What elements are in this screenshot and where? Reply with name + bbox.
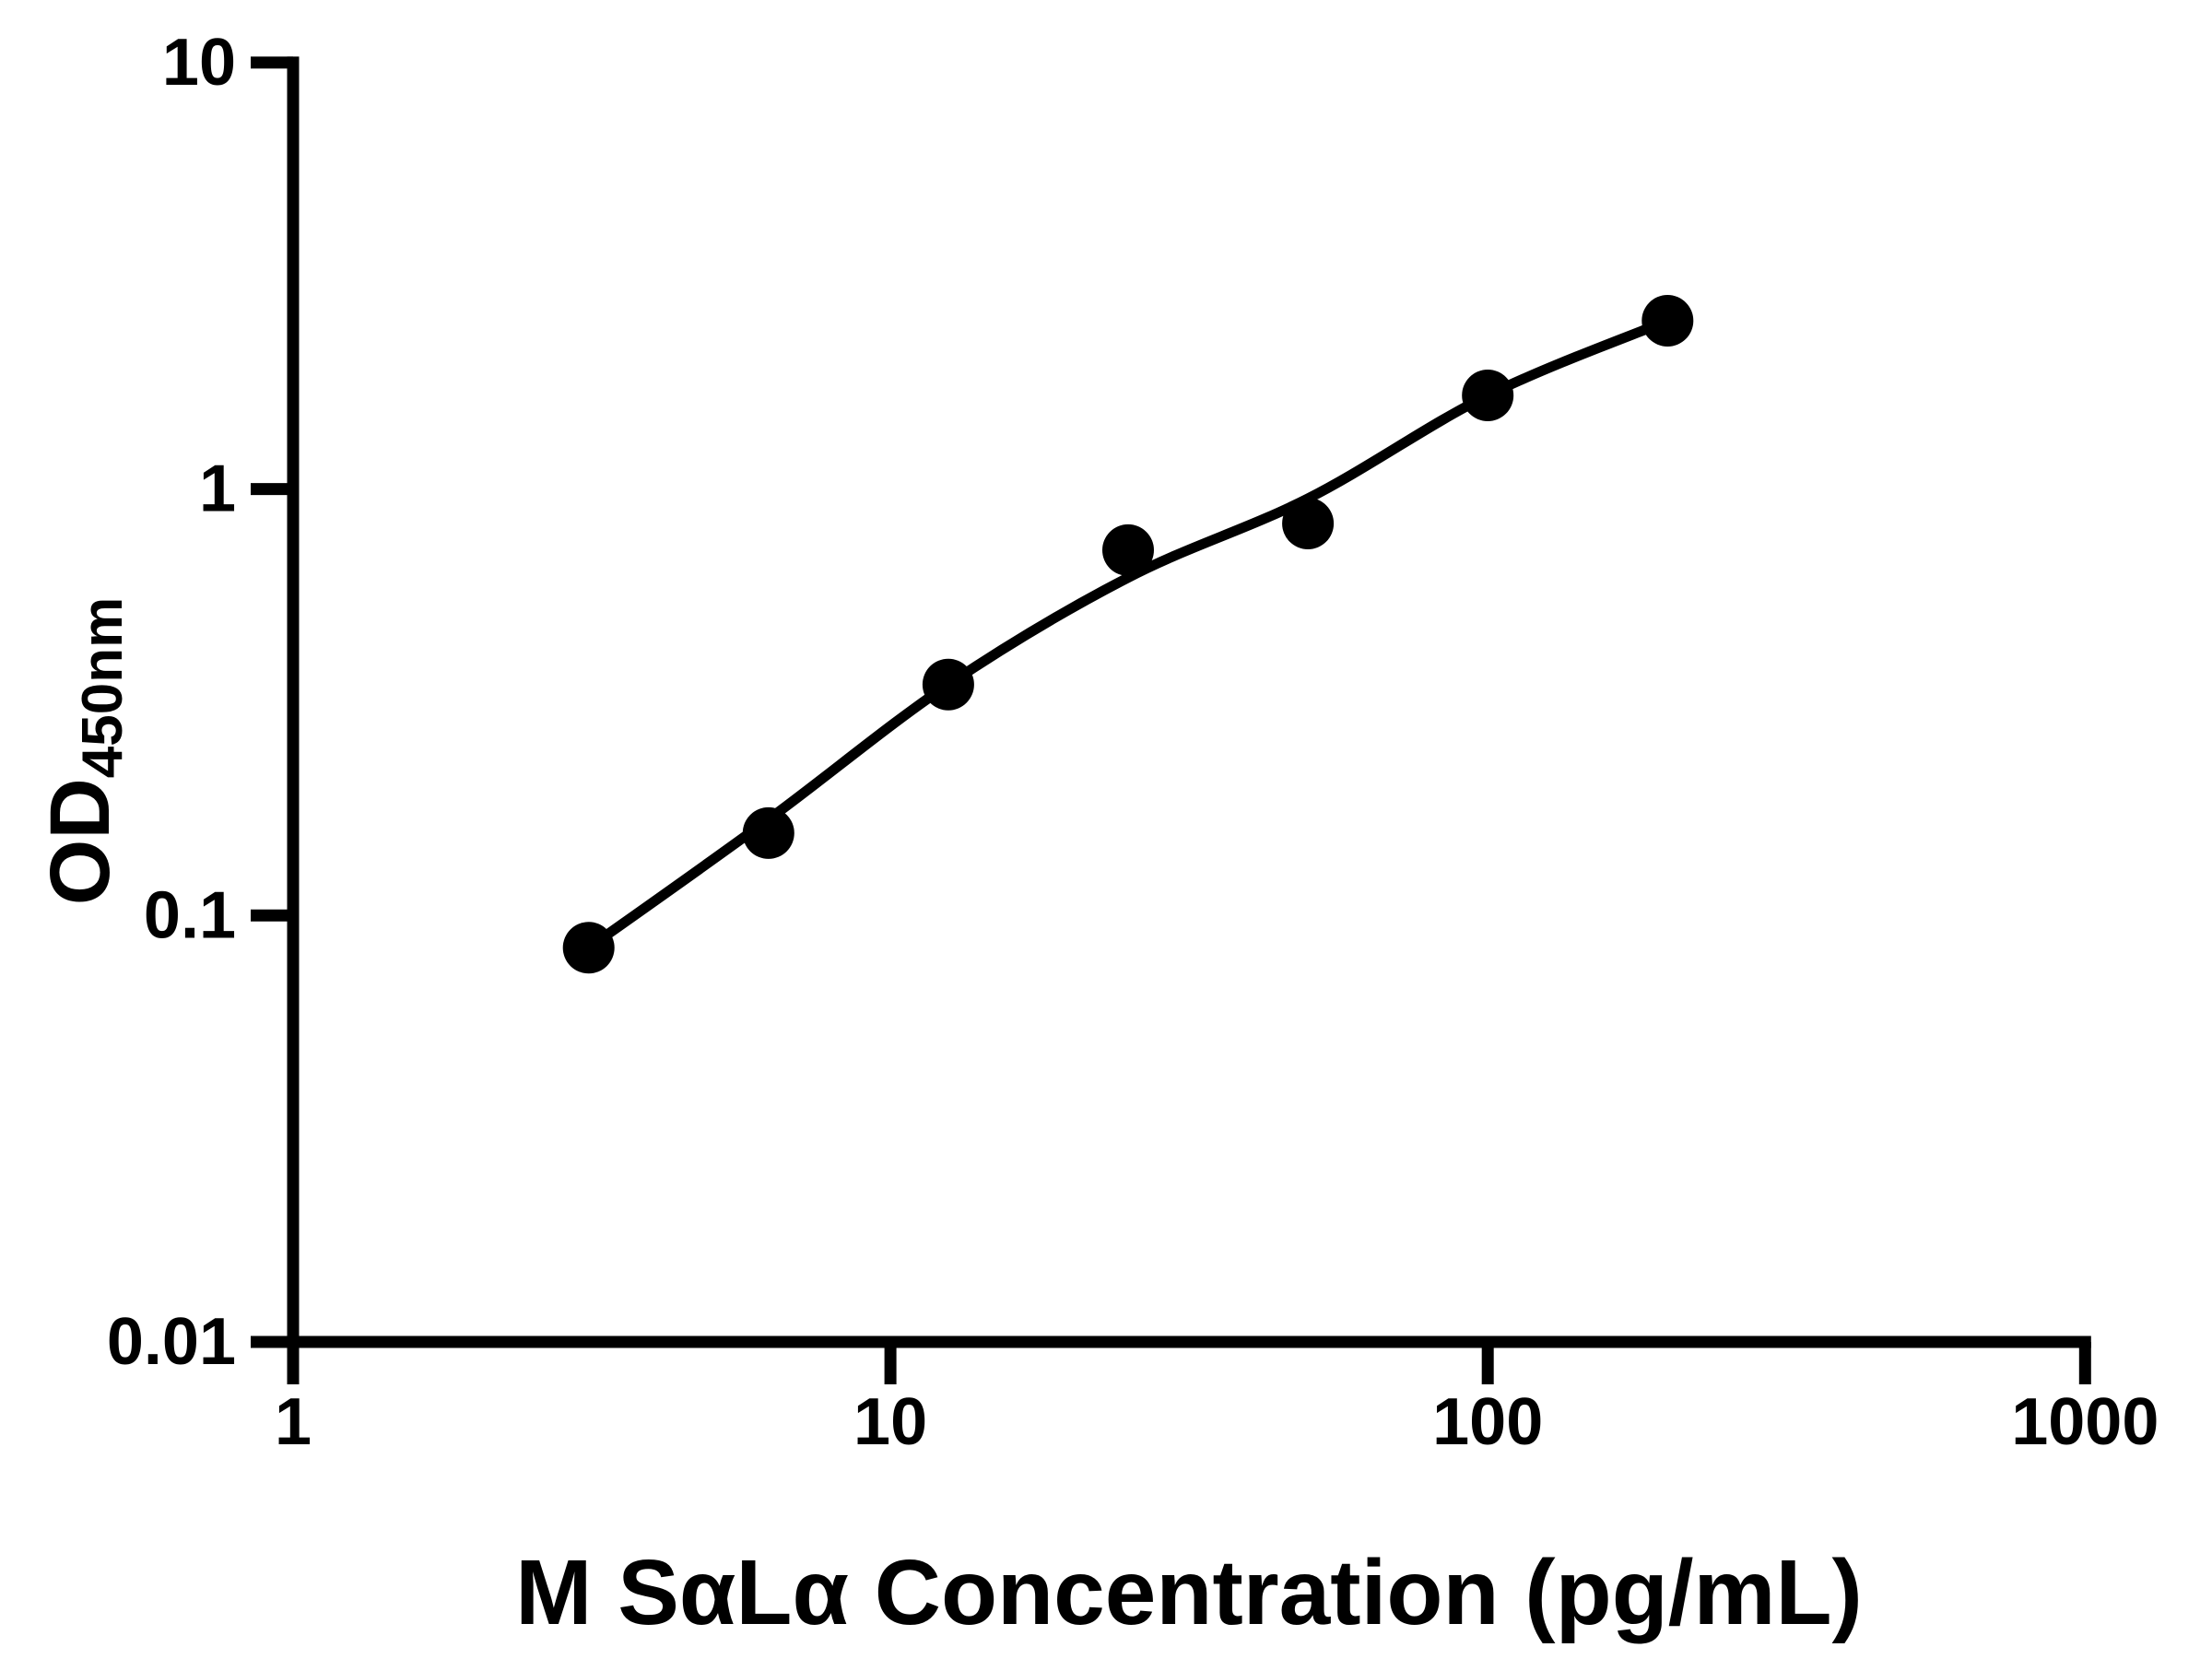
y-tick-label: 10 — [162, 26, 236, 100]
y-tick-label: 0.01 — [107, 1305, 236, 1379]
y-tick-label: 0.1 — [144, 878, 236, 952]
fit-curve-path — [583, 315, 1673, 953]
x-tick-label: 10 — [853, 1385, 927, 1459]
data-point-marker — [1282, 498, 1335, 549]
x-axis-title: M SαLα Concentration (pg/mL) — [515, 1541, 1863, 1644]
x-tick-label: 1000 — [2011, 1385, 2159, 1459]
data-point-marker — [1641, 295, 1694, 347]
y-axis-title: OD450nm — [33, 597, 135, 905]
data-point-marker — [922, 658, 974, 711]
y-tick-label: 1 — [199, 453, 236, 526]
axes — [287, 56, 2091, 1348]
data-point-marker — [1102, 524, 1154, 576]
data-point-marker — [1462, 370, 1514, 421]
data-series — [562, 295, 1694, 974]
axis-ticks — [251, 56, 2091, 1384]
axis-tick-labels: 1 10 100 1000 0.01 0.1 1 10 — [107, 26, 2159, 1459]
y-axis-title-subscript: 450nm — [71, 597, 135, 778]
data-point-marker — [742, 806, 794, 859]
x-tick-label: 1 — [275, 1385, 312, 1459]
x-tick-label: 100 — [1432, 1385, 1543, 1459]
y-axis-title-main: OD — [33, 778, 127, 905]
data-point-marker — [562, 922, 615, 974]
